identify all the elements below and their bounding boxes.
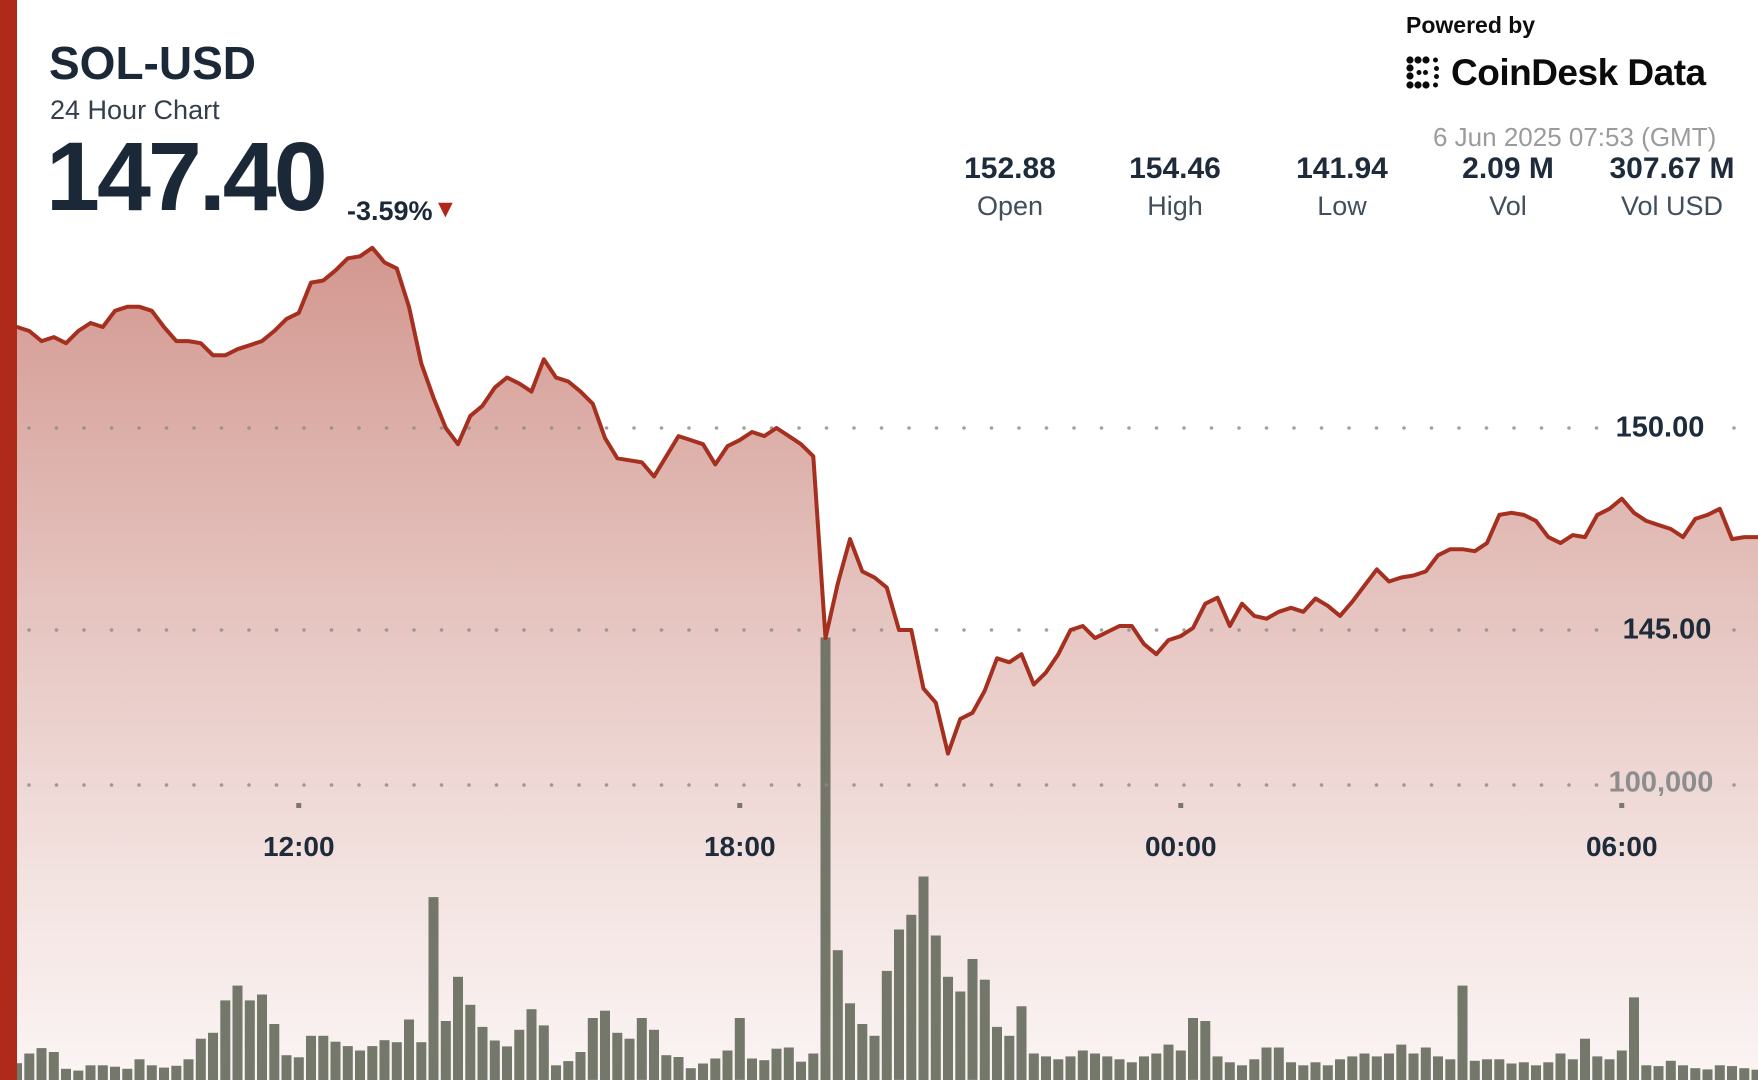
time-axis-label-18: 18:00 (703, 831, 776, 862)
chart-subtitle: 24 Hour Chart (50, 95, 220, 125)
stat-low-label: Low (1317, 191, 1367, 221)
stat-high-label: High (1147, 191, 1203, 221)
current-price: 147.40 (46, 122, 328, 231)
stat-vol-value: 2.09 M (1462, 152, 1554, 185)
stat-vol-label: Vol (1489, 191, 1527, 221)
stat-low: 141.94 Low (1247, 154, 1437, 220)
page-title-symbol: SOL-USD (49, 37, 256, 89)
stat-high-value: 154.46 (1129, 152, 1221, 185)
stat-open-label: Open (976, 191, 1044, 221)
coindesk-logo-text: CoinDesk Data (1451, 52, 1706, 93)
coindesk-data-logo[interactable]: CoinDesk Data (1406, 52, 1706, 94)
stat-low-value: 141.94 (1296, 152, 1388, 185)
powered-by-label: Powered by (1406, 12, 1536, 38)
stat-vol-usd-label: Vol USD (1620, 191, 1724, 221)
stat-vol: 2.09 M Vol (1413, 154, 1603, 220)
stat-vol-usd-value: 307.67 M (1609, 152, 1735, 185)
chart-timestamp: 6 Jun 2025 07:53 (GMT) (1433, 122, 1717, 152)
price-down-triangle-icon: ▼ (433, 195, 458, 223)
stat-high: 154.46 High (1080, 154, 1270, 220)
volume-axis-label: 100,000 (1608, 766, 1714, 799)
stat-open: 152.88 Open (915, 154, 1105, 220)
price-change-percent: -3.59% (347, 196, 433, 226)
price-axis-label-150: 150.00 (1615, 411, 1705, 444)
time-axis-label-12: 12:00 (262, 831, 335, 862)
time-axis-label-00: 00:00 (1144, 831, 1217, 862)
coindesk-logo-mark-icon (1406, 56, 1439, 89)
time-axis-label-06: 06:00 (1585, 831, 1658, 862)
stat-open-value: 152.88 (964, 152, 1056, 185)
price-axis-label-145: 145.00 (1622, 613, 1712, 646)
stat-vol-usd: 307.67 M Vol USD (1577, 154, 1758, 220)
left-accent-bar (0, 0, 17, 1080)
